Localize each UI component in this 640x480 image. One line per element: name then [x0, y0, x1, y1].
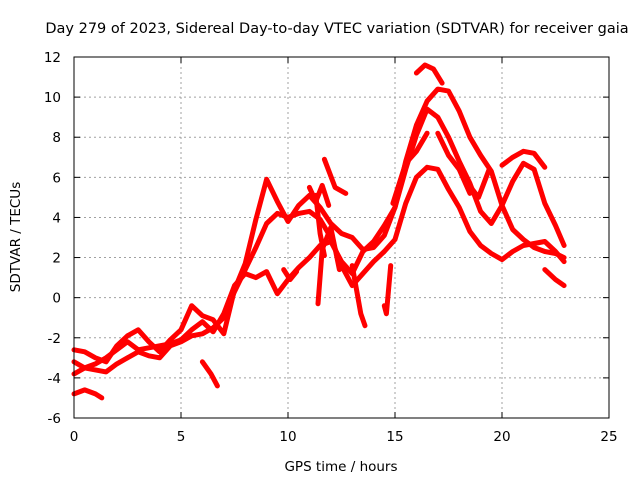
- x-tick-label: 5: [177, 429, 186, 445]
- y-tick-label: 12: [44, 50, 61, 66]
- y-axis-label: SDTVAR / TECUs: [8, 182, 24, 292]
- series-line-track-16: [542, 267, 567, 289]
- series-line-track-13: [281, 267, 300, 283]
- series-line-track-10: [381, 263, 394, 317]
- x-tick-label: 15: [386, 429, 403, 445]
- series-line-track-9: [349, 263, 368, 329]
- chart-title: Day 279 of 2023, Sidereal Day-to-day VTE…: [45, 21, 628, 37]
- y-tick-label: 10: [44, 90, 61, 106]
- x-axis-label: GPS time / hours: [284, 459, 397, 475]
- series-line-track-5: [199, 359, 220, 389]
- series-line-track-6: [315, 225, 342, 307]
- y-tick-label: -2: [48, 331, 61, 347]
- x-tick-label: 0: [70, 429, 79, 445]
- series-line-track-4: [71, 387, 105, 401]
- series-line-track-11: [413, 62, 445, 86]
- x-tick-label: 25: [600, 429, 617, 445]
- data-series: [71, 62, 567, 401]
- y-tick-label: 6: [52, 170, 61, 186]
- y-tick-label: 4: [52, 210, 61, 226]
- series-line-track-15: [499, 148, 548, 170]
- y-tick-label: -6: [48, 411, 61, 427]
- plot-frame: [73, 56, 610, 419]
- series-line-track-8: [306, 182, 332, 208]
- y-tick-label: 0: [52, 291, 61, 307]
- y-tick-label: 2: [52, 251, 61, 267]
- grid-lines: [74, 57, 609, 418]
- x-tick-label: 20: [493, 429, 510, 445]
- y-tick-label: 8: [52, 130, 61, 146]
- y-tick-label: -4: [48, 371, 61, 387]
- series-line-track-18: [435, 130, 473, 196]
- x-tick-label: 10: [279, 429, 296, 445]
- series-line-track-7: [313, 192, 327, 259]
- series-line-track-14: [465, 166, 492, 200]
- series-line-track-3: [71, 106, 567, 365]
- series-line-track-12: [321, 156, 349, 196]
- series-line-track-17: [390, 130, 430, 206]
